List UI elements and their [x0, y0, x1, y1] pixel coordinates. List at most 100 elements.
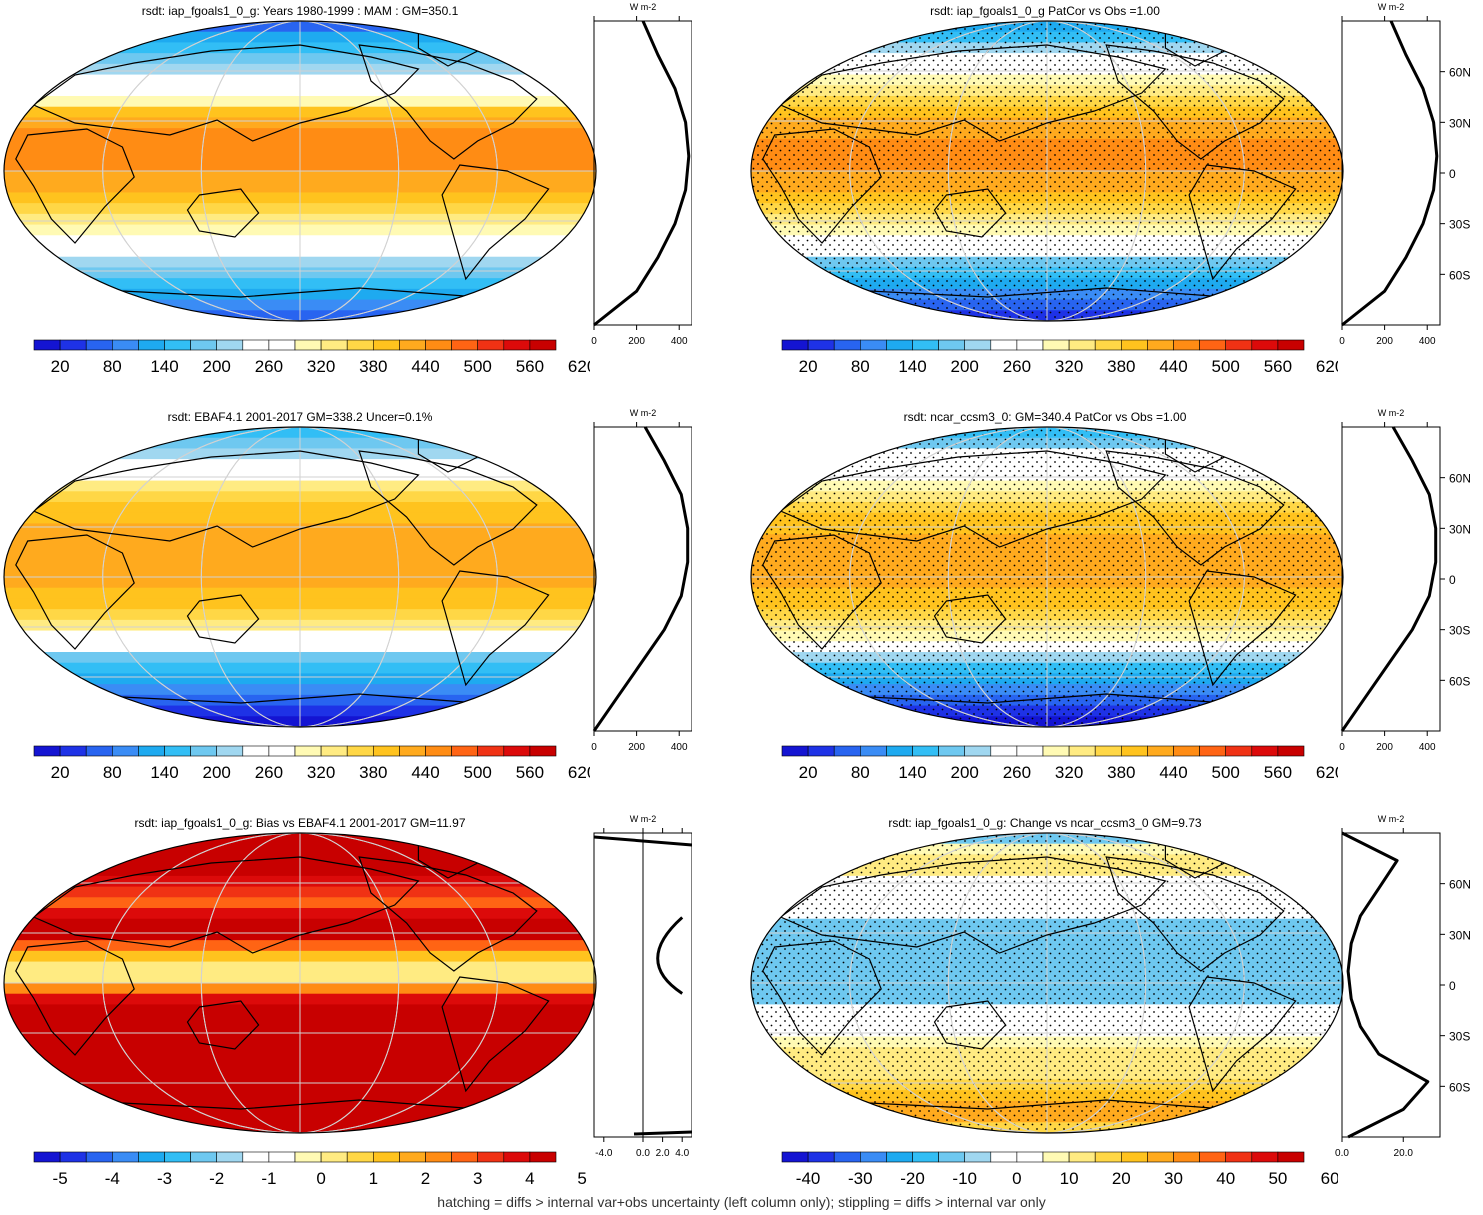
x-tick-label: 0 [1339, 742, 1345, 753]
colorbar-swatch [1147, 745, 1174, 757]
colorbar-swatch [860, 339, 887, 351]
coastline [15, 128, 135, 244]
colorbar-swatch [1042, 339, 1070, 351]
colorbar-swatch [990, 339, 1018, 351]
colorbar-swatch [320, 1151, 348, 1163]
panel-title: rsdt: ncar_ccsm3_0: GM=340.4 PatCor vs O… [903, 410, 1187, 424]
latitude-label: 30N [1449, 522, 1470, 536]
latitude-label: 60N [1449, 878, 1470, 892]
coastline [779, 450, 1167, 548]
colorbar-swatch [781, 745, 809, 757]
colorbar-swatch [503, 745, 531, 757]
coastline [1188, 570, 1297, 687]
colorbar-label: -2 [209, 1169, 224, 1188]
zonal-profile-4: W m-2 60N 30N 0 30S 60S 0 200 400 [1339, 408, 1470, 753]
colorbar-swatch [190, 339, 218, 351]
colorbar-swatch [451, 745, 479, 757]
colorbar-label: 320 [307, 357, 335, 376]
coastline [15, 534, 135, 650]
x-tick-label: 400 [1419, 742, 1436, 753]
colorbar-swatch [1225, 1151, 1253, 1163]
colorbar-swatch [912, 745, 939, 757]
panel-title: rsdt: iap_fgoals1_0_g: Change vs ncar_cc… [888, 816, 1202, 830]
colorbar-swatch [164, 745, 191, 757]
panel-title: rsdt: iap_fgoals1_0_g PatCor vs Obs =1.0… [930, 4, 1160, 18]
colorbar-label: 260 [255, 763, 283, 782]
colorbar-swatch [990, 745, 1018, 757]
colorbar-swatch [938, 745, 966, 757]
colorbar-swatch [399, 339, 426, 351]
colorbar-swatch [190, 745, 218, 757]
colorbar-swatch [399, 1151, 426, 1163]
x-tick-label: 200 [628, 336, 645, 347]
latitude-label: 30S [1449, 218, 1470, 232]
colorbar-swatch [1094, 745, 1122, 757]
colorbar-swatch [372, 1151, 400, 1163]
colorbar-label: 500 [1212, 763, 1240, 782]
x-tick-label: 20.0 [1394, 1148, 1414, 1159]
x-tick-label: 2.0 [656, 1148, 670, 1159]
colorbar-swatch [1173, 745, 1200, 757]
colorbar-swatch [1042, 745, 1070, 757]
colorbar-swatch [190, 1151, 218, 1163]
colorbar-swatch [320, 745, 348, 757]
colorbar-label: 440 [411, 763, 439, 782]
colorbar-label: -40 [796, 1169, 821, 1188]
profile-curve [1340, 426, 1438, 732]
colorbar-label: 560 [1264, 763, 1292, 782]
x-tick-label: 4.0 [675, 1148, 689, 1159]
colorbar-4: 20 80 140 200 260 320 380 440 500 560 620 [781, 745, 1338, 782]
map-panel-5 [3, 832, 597, 1134]
x-tick-label: 0 [1339, 336, 1345, 347]
profile-curve [633, 1130, 692, 1136]
coastline [186, 1000, 260, 1050]
colorbar-swatch [216, 1151, 244, 1163]
colorbar-swatch [320, 339, 348, 351]
colorbar-swatch [1147, 339, 1174, 351]
colorbar-swatch [242, 745, 270, 757]
colorbar-label: 140 [898, 357, 926, 376]
colorbar-label: 60 [1321, 1169, 1338, 1188]
colorbar-1: 20 80 140 200 260 320 380 440 500 560 620 [33, 339, 590, 376]
colorbar-swatch [451, 1151, 479, 1163]
latitude-label: 60S [1449, 674, 1470, 688]
colorbar-label: 80 [851, 357, 870, 376]
coastline [441, 570, 550, 687]
colorbar-swatch [938, 339, 966, 351]
colorbar-swatch [1277, 339, 1305, 351]
colorbar-label: 380 [1107, 763, 1135, 782]
coastline [779, 44, 1167, 142]
x-tick-label: -4.0 [595, 1148, 613, 1159]
colorbar-swatch [112, 745, 139, 757]
colorbar-3: 20 80 140 200 260 320 380 440 500 560 620 [33, 745, 590, 782]
colorbar-swatch [85, 1151, 113, 1163]
colorbar-swatch [1016, 745, 1044, 757]
colorbar-label: 80 [103, 357, 122, 376]
colorbar-swatch [242, 1151, 270, 1163]
colorbar-swatch [268, 339, 296, 351]
coastline [1105, 450, 1285, 566]
coastline [762, 128, 882, 244]
colorbar-swatch [1016, 339, 1044, 351]
colorbar-swatch [860, 1151, 887, 1163]
profile-curve [593, 835, 692, 847]
colorbar-label: 440 [411, 357, 439, 376]
x-tick-label: 200 [1376, 336, 1393, 347]
colorbar-swatch [477, 745, 505, 757]
colorbar-5: -5 -4 -3 -2 -1 0 1 2 3 4 5 [33, 1151, 587, 1188]
colorbar-label: -5 [53, 1169, 68, 1188]
colorbar-swatch [912, 339, 939, 351]
colorbar-swatch [886, 745, 913, 757]
map-outline [750, 426, 1344, 728]
colorbar-swatch [529, 339, 557, 351]
unit-label: W m-2 [630, 814, 657, 824]
colorbar-swatch [33, 339, 61, 351]
colorbar-label: 500 [464, 357, 492, 376]
colorbar-swatch [1068, 339, 1096, 351]
colorbar-swatch [59, 339, 87, 351]
coastline [1188, 976, 1297, 1093]
colorbar-swatch [1199, 745, 1227, 757]
latitude-label: 60S [1449, 1080, 1470, 1094]
colorbar-swatch [112, 1151, 139, 1163]
